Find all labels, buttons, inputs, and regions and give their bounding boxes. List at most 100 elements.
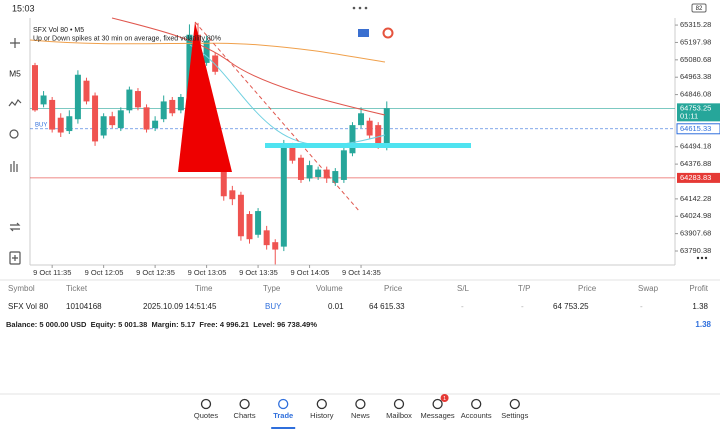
candle-body xyxy=(375,125,382,145)
candle-body xyxy=(83,80,90,102)
price-label: 64615.33 xyxy=(680,124,711,133)
nav-icon[interactable] xyxy=(509,398,520,410)
column-header: Profit xyxy=(689,284,708,293)
column-header: Price xyxy=(384,284,403,293)
nav-label[interactable]: History xyxy=(310,411,334,420)
column-header: Volume xyxy=(316,284,343,293)
nav-icon[interactable] xyxy=(471,398,482,410)
y-tick-label: 63907.68 xyxy=(680,229,711,238)
candle-body xyxy=(143,107,150,130)
candle-body xyxy=(366,120,373,136)
toolbar[interactable] xyxy=(8,38,22,265)
column-header: Time xyxy=(195,284,213,293)
candle-body xyxy=(57,117,64,133)
drawn-triangle[interactable] xyxy=(178,22,232,172)
candle-body xyxy=(92,95,99,142)
y-tick-label: 63790.38 xyxy=(680,246,711,255)
column-header: Type xyxy=(263,284,281,293)
candle-body xyxy=(237,194,244,237)
candle-body xyxy=(40,95,47,105)
nav-label[interactable]: Messages xyxy=(421,411,455,420)
candle-body xyxy=(263,230,270,246)
plot xyxy=(30,22,678,268)
chart-frame xyxy=(29,18,676,266)
candle-body xyxy=(160,101,167,120)
candle-body xyxy=(152,120,159,129)
badge-count: 1 xyxy=(443,396,446,402)
x-tick-label: 9 Oct 13:05 xyxy=(188,268,227,277)
cell: 0.01 xyxy=(328,302,344,311)
cell: BUY xyxy=(265,302,282,311)
y-tick-label: 65197.98 xyxy=(680,37,711,46)
timeframe[interactable]: M5 xyxy=(9,68,21,78)
nav-label[interactable]: Accounts xyxy=(461,411,492,420)
candle-body xyxy=(186,34,193,97)
nav-label[interactable]: Settings xyxy=(501,411,528,420)
y-tick-label: 64494.18 xyxy=(680,142,711,151)
candle-body xyxy=(177,96,184,111)
positions-table: Symbol Ticket Time Type Volume Price S/L T/P Pri… xyxy=(8,284,709,311)
nav-label[interactable]: Quotes xyxy=(194,411,218,420)
nav-label[interactable]: News xyxy=(351,411,370,420)
nav-label[interactable]: Mailbox xyxy=(386,411,412,420)
account-summary: Balance: 5 000.00 USD Equity: 5 001.38 M… xyxy=(6,320,317,329)
nav-icon[interactable] xyxy=(355,398,366,410)
badge xyxy=(440,394,449,402)
nav-icon[interactable] xyxy=(316,398,327,410)
nav-icon[interactable] xyxy=(200,398,212,410)
cell: 1.38 xyxy=(692,302,708,311)
candle-body xyxy=(126,89,133,111)
cell: - xyxy=(461,302,464,311)
x-tick-label: 9 Oct 12:05 xyxy=(85,268,124,277)
y-tick-label: 64024.98 xyxy=(680,211,711,220)
price-label-box xyxy=(677,103,720,122)
column-header: Symbol xyxy=(8,284,35,293)
price-label-box xyxy=(676,123,720,135)
active-indicator xyxy=(271,427,296,429)
chart-title: SFX Vol 80 • M5 xyxy=(33,27,84,34)
x-tick-label: 9 Oct 11:35 xyxy=(33,268,71,277)
price-label: 64283.83 xyxy=(680,173,711,182)
order-tag: BUY xyxy=(35,122,47,128)
candle-body xyxy=(323,169,330,179)
candle-body xyxy=(280,145,287,247)
candle-body xyxy=(32,65,38,111)
cell: 2025.10.09 14:51:45 xyxy=(143,302,217,311)
candle-body xyxy=(255,211,262,235)
candle-body xyxy=(315,169,322,177)
clock: 15:03 xyxy=(12,3,35,13)
nav-icon[interactable] xyxy=(278,398,289,410)
column-header: Ticket xyxy=(66,284,88,293)
cell: 64 615.33 xyxy=(369,302,405,311)
candle-body xyxy=(74,74,81,120)
column-header: Swap xyxy=(638,284,659,293)
battery-level: 82 xyxy=(696,6,703,12)
candle-body xyxy=(169,99,176,114)
x-tick-label: 9 Oct 12:35 xyxy=(136,268,175,277)
nav-label[interactable]: Charts xyxy=(234,411,256,420)
nav-icon[interactable] xyxy=(432,398,443,410)
column-header: T/P xyxy=(518,284,530,293)
candle-body xyxy=(297,157,304,180)
y-tick-label: 64142.28 xyxy=(680,194,711,203)
y-tick-label: 65080.68 xyxy=(680,55,711,64)
candle-body xyxy=(383,108,390,145)
drawn-rectangle[interactable] xyxy=(265,143,471,148)
cell: 10104168 xyxy=(66,302,102,311)
candle-body xyxy=(220,171,227,197)
candle-body xyxy=(340,150,347,180)
candle-body xyxy=(134,91,141,108)
candle-body xyxy=(117,110,124,129)
candle-body xyxy=(246,214,253,240)
candle-body xyxy=(358,113,365,126)
x-tick-label: 9 Oct 14:35 xyxy=(342,268,381,277)
nav-label[interactable]: Trade xyxy=(273,411,293,420)
candle-body xyxy=(289,147,296,161)
nav-icon[interactable] xyxy=(239,398,250,410)
candle-body xyxy=(332,171,339,183)
cell: - xyxy=(640,302,643,311)
y-tick-label: 64376.88 xyxy=(680,159,711,168)
candle-body xyxy=(212,55,219,72)
nav-icon[interactable] xyxy=(393,398,405,410)
